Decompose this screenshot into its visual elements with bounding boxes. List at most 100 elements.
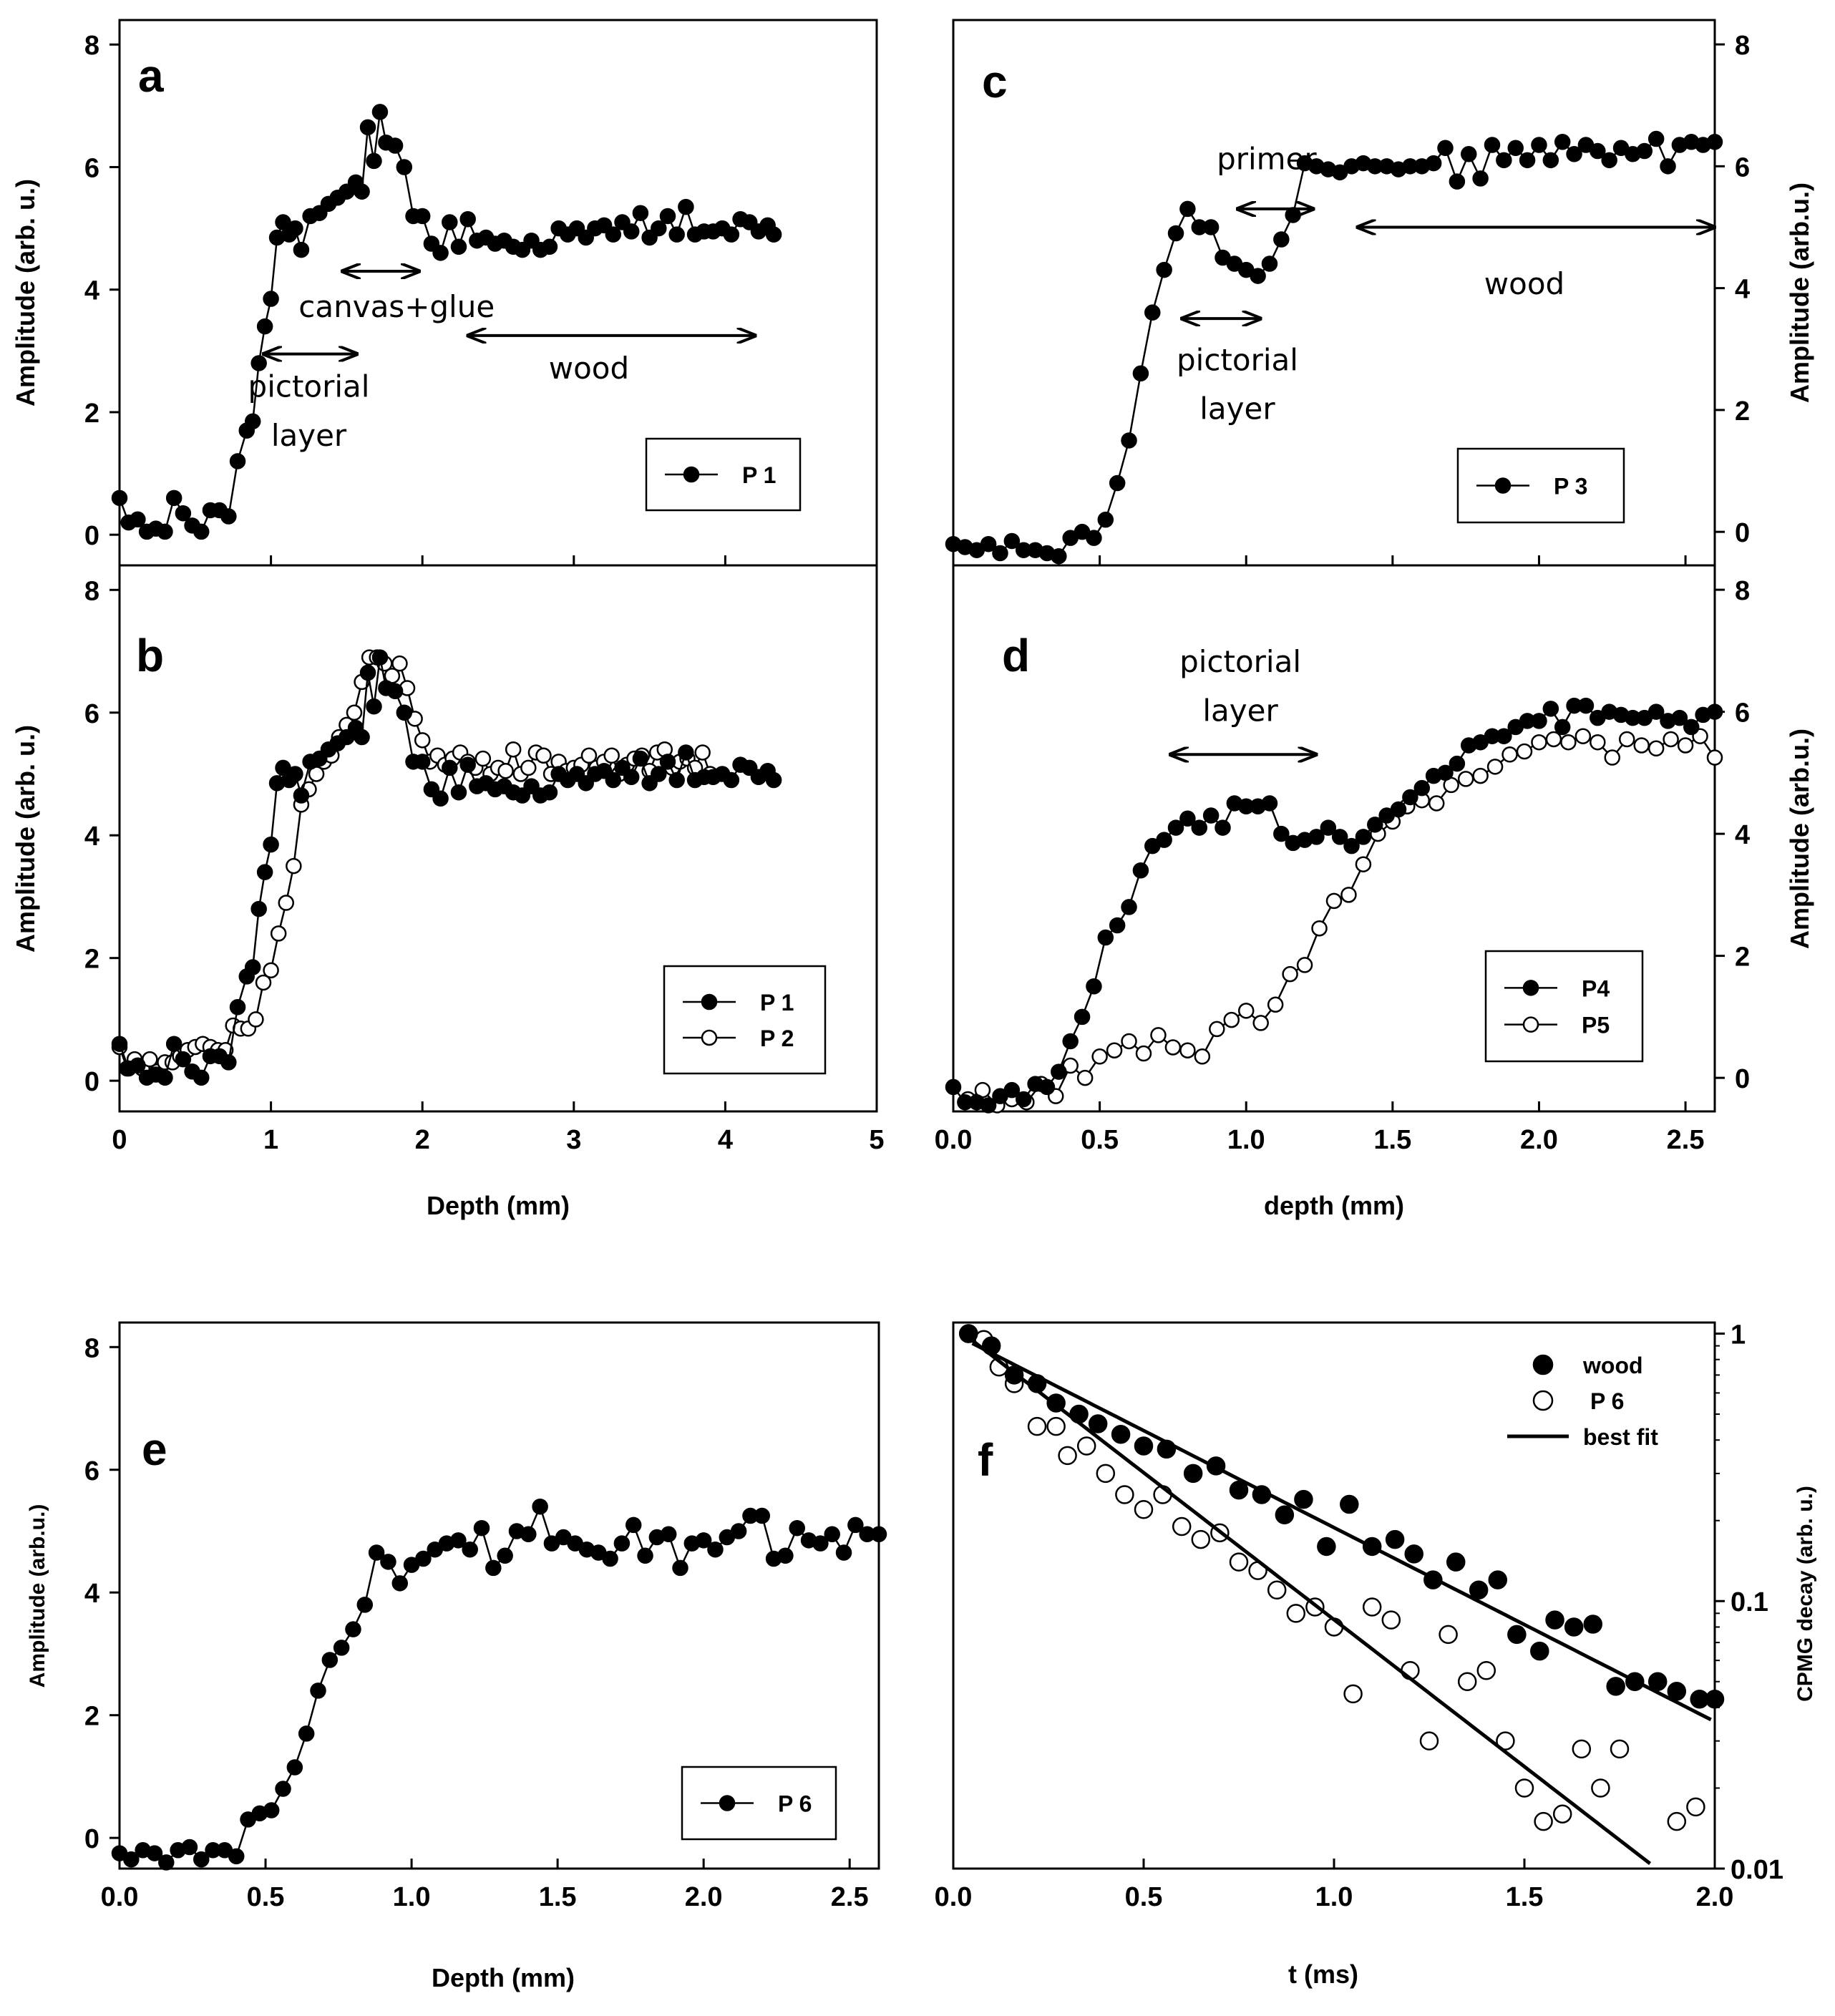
data-point [1686, 1797, 1705, 1817]
y-tick-label: 6 [84, 699, 99, 729]
data-point [263, 1802, 280, 1818]
data-point [346, 704, 363, 721]
legend-box [663, 965, 827, 1075]
data-point [1449, 173, 1466, 190]
y-tick-label: 2 [1735, 943, 1750, 973]
data-point [310, 1683, 326, 1699]
y-tick-label: 0 [1735, 518, 1750, 548]
data-point [368, 1544, 385, 1561]
data-point [1325, 892, 1343, 910]
data-point [605, 226, 622, 243]
data-point [432, 245, 449, 261]
data-point [1229, 1480, 1249, 1500]
y-tick-label: 2 [1735, 396, 1750, 427]
data-point [1590, 734, 1606, 751]
data-point [1531, 137, 1547, 153]
data-point [1296, 957, 1313, 973]
data-point [181, 1839, 198, 1856]
data-point [1647, 130, 1665, 147]
panel-f: 0.0 0.5 1.0 1.5 2.0 1 0.1 0.01 CPMG decay (arb. … [935, 1320, 1817, 1989]
y-tick-label: 2 [84, 1702, 99, 1732]
y-tick-label: 6 [84, 153, 99, 183]
data-point [1425, 155, 1442, 172]
data-point [450, 1532, 467, 1549]
data-point [789, 1519, 805, 1537]
y-tick-label: 2 [84, 945, 99, 975]
panel-label: e [142, 1423, 167, 1475]
data-point [450, 784, 467, 801]
data-point [1564, 1617, 1584, 1637]
data-point [366, 152, 382, 170]
data-point [672, 1559, 688, 1577]
series-wood [959, 1324, 1725, 1709]
legend-box [1484, 950, 1644, 1063]
data-point [1449, 755, 1466, 772]
data-point [1542, 152, 1559, 169]
data-point [415, 1550, 432, 1567]
data-point [1577, 697, 1595, 714]
data-point [386, 137, 404, 154]
data-point [345, 1621, 361, 1637]
data-point [824, 1526, 840, 1543]
data-point [359, 664, 376, 681]
x-tick-label: 1.5 [1373, 1125, 1411, 1155]
data-point [386, 683, 404, 699]
data-point [1121, 1033, 1137, 1050]
data-point [1115, 1485, 1134, 1504]
legend-marker [1522, 980, 1539, 996]
series-p1 [111, 649, 782, 1086]
data-point [442, 759, 458, 776]
panel-label: c [982, 56, 1008, 107]
y-tick-label: 8 [1735, 31, 1750, 61]
data-point [1574, 728, 1592, 744]
data-point [959, 1324, 978, 1343]
data-point [847, 1516, 864, 1534]
data-point [1121, 899, 1137, 915]
data-point [613, 1535, 631, 1552]
annotation-label: layer [1199, 391, 1275, 427]
data-point [1560, 734, 1577, 751]
annotation-label: pictorial [1177, 343, 1298, 378]
data-point [354, 183, 370, 200]
data-point [1390, 801, 1407, 818]
data-point [1633, 737, 1650, 754]
data-point [1496, 1731, 1515, 1750]
data-point [229, 999, 246, 1016]
panel-b: 0 1 2 3 4 5 0 2 4 6 8 Amplitude (arb. u.) Depth (mm)… [11, 564, 885, 1220]
data-point [659, 754, 676, 770]
data-point [1331, 829, 1348, 845]
data-point [293, 241, 310, 258]
data-point [1647, 1672, 1668, 1691]
y-tick-label: 4 [84, 276, 99, 306]
data-point [659, 208, 676, 225]
legend-marker [1494, 477, 1512, 494]
data-point [870, 1526, 887, 1543]
annotation-label: layer [271, 418, 347, 453]
data-point [668, 771, 685, 789]
annotation-label: pictorial [248, 369, 370, 404]
x-tick-label: 3 [566, 1125, 581, 1155]
data-point [220, 1054, 237, 1071]
data-point [286, 1759, 303, 1776]
x-tick-label: 1.5 [1506, 1882, 1544, 1912]
data-point [1667, 1682, 1687, 1701]
data-point [256, 318, 273, 335]
data-point [1202, 807, 1220, 824]
panel-label: d [1002, 630, 1030, 681]
data-point [473, 1519, 490, 1537]
data-point [1457, 1672, 1477, 1691]
y-tick-label: 8 [84, 31, 99, 61]
data-point [450, 238, 467, 255]
data-point [520, 759, 537, 776]
data-point [707, 1541, 724, 1558]
data-point [1343, 837, 1360, 854]
data-point [278, 895, 295, 911]
data-point [1015, 1091, 1032, 1108]
y-tick-label: 8 [84, 1333, 99, 1363]
data-point [1583, 1615, 1603, 1634]
data-point [1109, 917, 1126, 934]
data-point [250, 355, 267, 371]
series-p1 [111, 104, 782, 540]
data-point [354, 729, 370, 746]
data-point [812, 1535, 829, 1552]
